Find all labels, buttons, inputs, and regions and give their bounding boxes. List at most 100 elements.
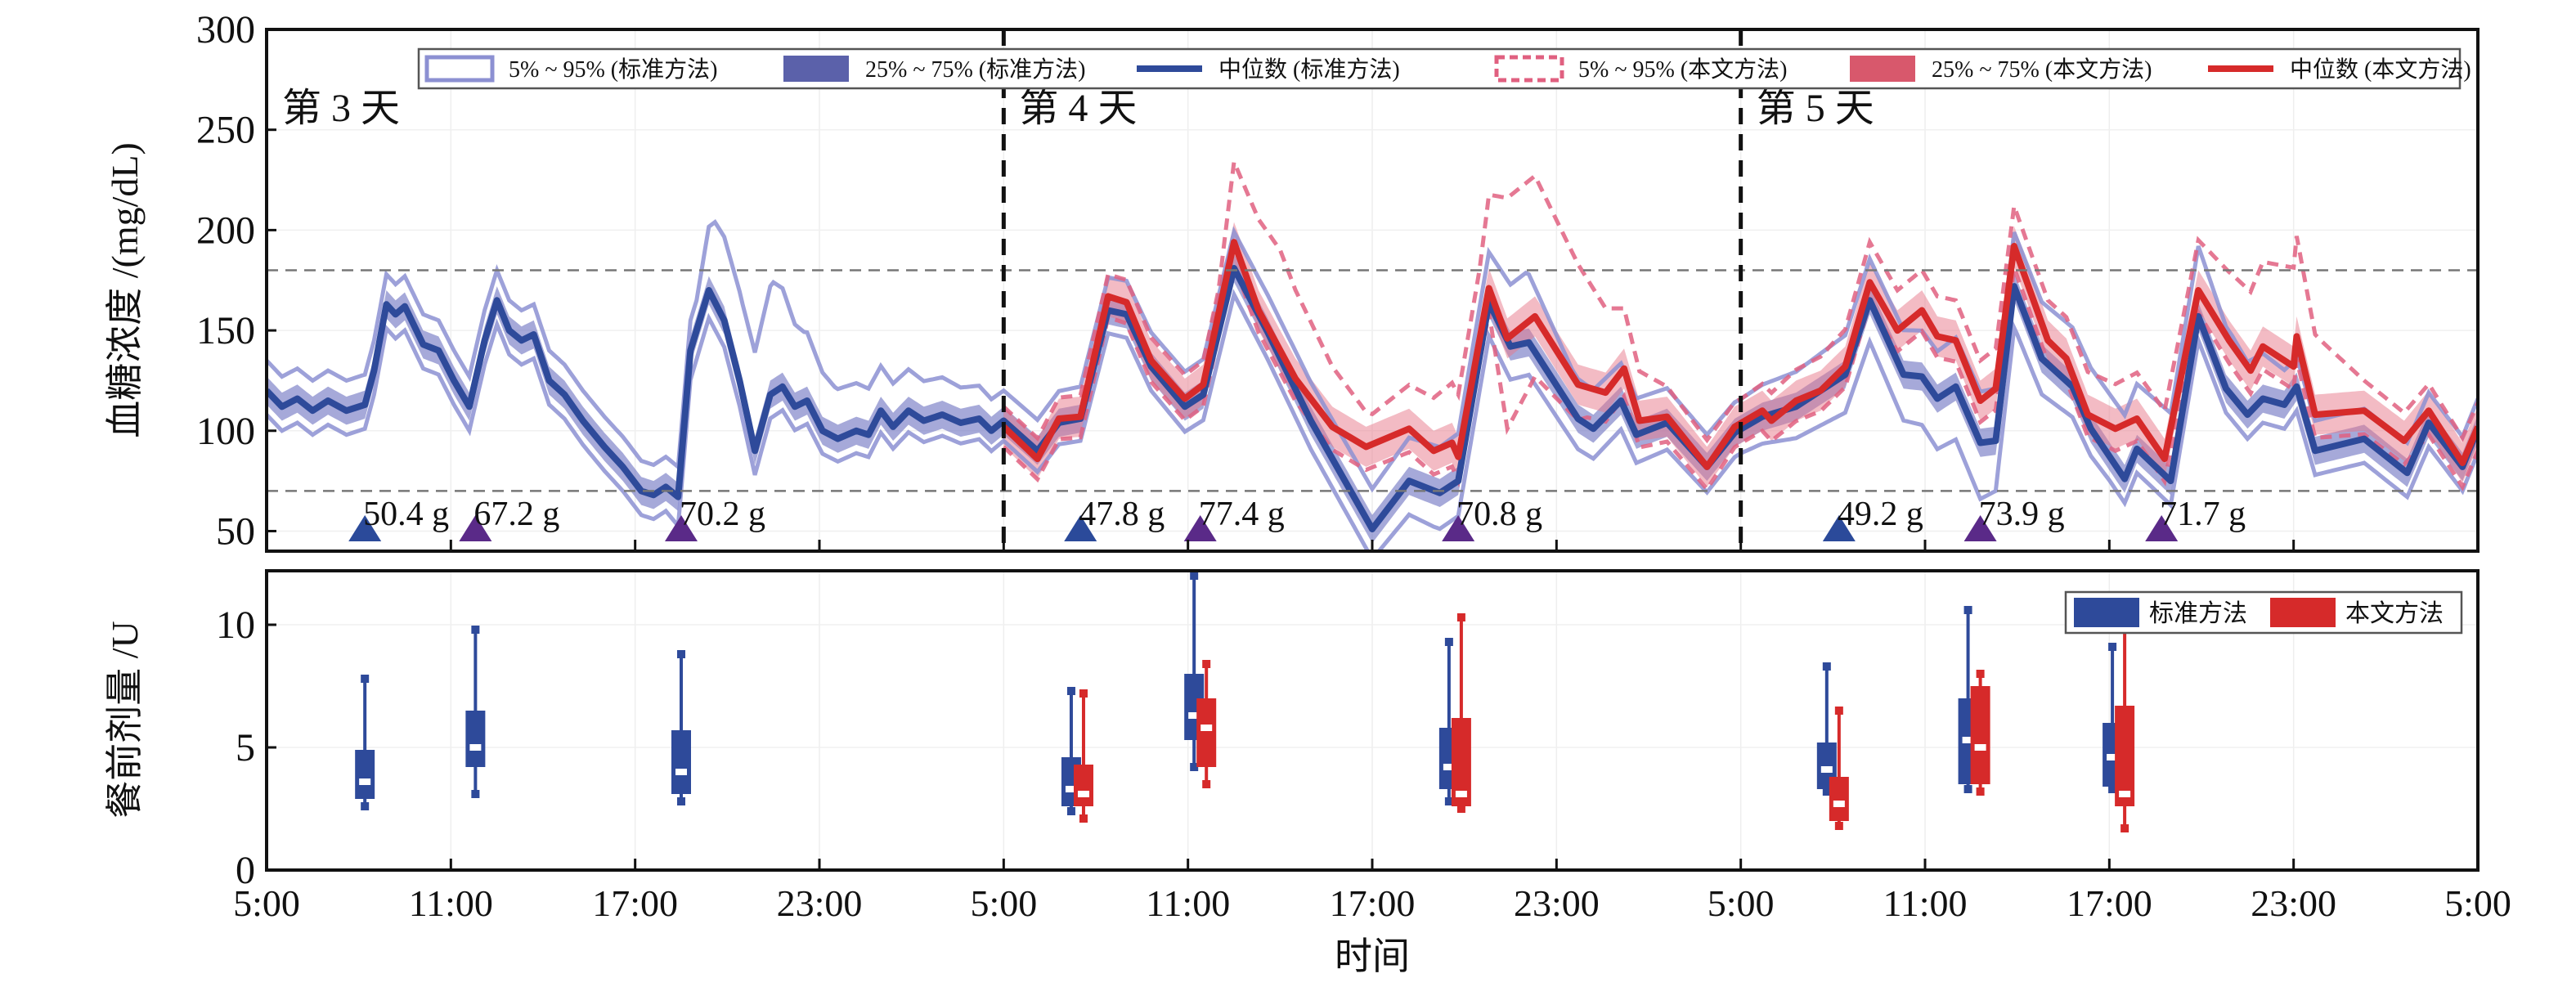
box-plot: [671, 650, 691, 805]
box-plot: [1970, 670, 1990, 796]
whisker-cap-bottom: [1079, 814, 1088, 823]
legend-label: 25% ~ 75% (本文方法): [1932, 56, 2152, 83]
legend-swatch-outline: [424, 55, 495, 83]
glucose-y-axis-label: 血糖浓度 /(mg/dL): [104, 142, 146, 438]
legend-label: 25% ~ 75% (标准方法): [865, 56, 1085, 83]
meal-marker-triangle: [1183, 515, 1217, 541]
legend-item: 中位数 (本文方法): [2208, 56, 2471, 83]
whisker-cap-bottom: [677, 797, 685, 805]
x-axis-label: 时间: [1335, 935, 1410, 977]
whisker-cap-top: [471, 626, 480, 634]
meal-marker-triangle: [1822, 515, 1856, 541]
day-label: 第 4 天: [1019, 87, 1137, 130]
meal-carb-label: 50.4 g: [363, 496, 449, 533]
meal-carb-label: 49.2 g: [1838, 496, 1923, 533]
legend-item: 25% ~ 75% (本文方法): [1850, 56, 2152, 83]
legend-label: 5% ~ 95% (标准方法): [509, 56, 717, 83]
box-median: [2119, 791, 2131, 797]
x-tick-label: 23:00: [2251, 882, 2336, 924]
whisker-cap-bottom: [1976, 787, 1985, 796]
whisker-cap-bottom: [361, 802, 370, 810]
box-plot: [465, 626, 486, 798]
insulin-legend: 标准方法 本文方法: [2064, 590, 2463, 635]
whisker-cap-bottom: [2108, 785, 2117, 793]
box-median: [1188, 712, 1200, 719]
box-median: [1065, 786, 1077, 792]
meal-carb-label: 71.7 g: [2160, 496, 2246, 533]
y-tick-label: 300: [196, 8, 255, 52]
box-iqr: [1829, 777, 1849, 821]
legend-swatch-fill: [2270, 598, 2336, 627]
box-median: [2107, 754, 2119, 760]
legend-label: 中位数 (标准方法): [1218, 56, 1400, 83]
x-tick-label: 17:00: [1330, 882, 1416, 924]
x-tick-label: 11:00: [1883, 882, 1967, 924]
y-tick-label: 5: [236, 726, 255, 769]
legend-swatch-fill: [1850, 56, 1915, 82]
x-tick-label: 11:00: [1146, 882, 1230, 924]
legend-item: 标准方法: [2074, 598, 2247, 627]
whisker-cap-top: [1444, 638, 1453, 646]
box-plot: [1451, 613, 1471, 813]
whisker-cap-top: [1456, 613, 1465, 621]
legend-item: 5% ~ 95% (标准方法): [424, 55, 717, 83]
legend-label: 标准方法: [2149, 600, 2247, 627]
box-iqr: [671, 730, 691, 794]
box-plot: [1816, 662, 1837, 796]
box-plot: [355, 675, 375, 810]
whisker-cap-bottom: [471, 790, 480, 798]
box-plot: [1196, 660, 1217, 788]
box-median: [1200, 725, 1213, 731]
p5-line-1: [1002, 257, 2478, 493]
meal-carb-label: 47.8 g: [1079, 496, 1165, 533]
meal-marker-triangle: [1963, 515, 1997, 541]
x-tick-label: 5:00: [233, 882, 300, 924]
x-tick-label: 11:00: [409, 882, 493, 924]
box-iqr: [2115, 706, 2135, 806]
glucose-legend: 5% ~ 95% (标准方法) 25% ~ 75% (标准方法) 中位数 (标准方法…: [417, 47, 2471, 90]
legend-item: 中位数 (标准方法): [1137, 56, 1400, 83]
meal-carb-label: 67.2 g: [473, 496, 559, 533]
whisker-cap-top: [1066, 687, 1075, 695]
whisker-cap-bottom: [1963, 785, 1972, 793]
y-tick-label: 150: [196, 309, 255, 352]
meal-marker-triangle: [2145, 515, 2179, 541]
whisker-cap-bottom: [1834, 822, 1843, 830]
box-median: [1443, 764, 1455, 770]
axes: 50 100 150 200 250 300 0 5 10 5:00 11:00 17:00 23:00…: [196, 8, 2511, 924]
whisker-cap-bottom: [1444, 797, 1453, 805]
y-tick-label: 10: [216, 603, 255, 647]
whisker-cap-top: [1079, 689, 1088, 698]
p95-line-0: [267, 218, 2478, 493]
top-annotations: 第 3 天 第 4 天 第 5 天 50.4 g 67.2 g 70.2 g 47.8 g 7…: [267, 29, 2478, 551]
whisker-cap-top: [1976, 670, 1985, 678]
x-tick-label: 17:00: [592, 882, 678, 924]
whisker-cap-bottom: [1202, 780, 1211, 788]
x-tick-label: 23:00: [777, 882, 863, 924]
legend-item: 本文方法: [2270, 598, 2444, 627]
legend-label: 本文方法: [2345, 600, 2444, 627]
top-gridlines: [266, 29, 2479, 551]
meal-marker-triangle: [459, 515, 492, 541]
meal-carb-label: 70.2 g: [680, 496, 765, 533]
iqr-band-1: [1003, 222, 2478, 487]
x-tick-label: 5:00: [1708, 882, 1775, 924]
whisker-cap-bottom: [1822, 787, 1831, 796]
whisker-cap-top: [677, 650, 685, 658]
legend-label: 中位数 (本文方法): [2290, 56, 2471, 83]
box-median: [1833, 801, 1845, 807]
legend-frame: [417, 47, 2462, 90]
median-line-1: [1001, 239, 2478, 470]
y-tick-label: 0: [236, 849, 255, 892]
meal-marker-triangle: [348, 515, 382, 541]
top-bands: [267, 222, 2478, 544]
y-tick-label: 200: [196, 209, 255, 252]
insulin-y-axis-label: 餐前剂量 /U: [104, 621, 146, 819]
meal-marker-triangle: [665, 515, 698, 541]
box-iqr: [1970, 686, 1990, 784]
box-median: [1962, 737, 1974, 743]
x-tick-label: 23:00: [1514, 882, 1600, 924]
box-median: [469, 744, 482, 751]
whisker-cap-top: [1834, 707, 1843, 715]
box-median: [675, 769, 687, 775]
